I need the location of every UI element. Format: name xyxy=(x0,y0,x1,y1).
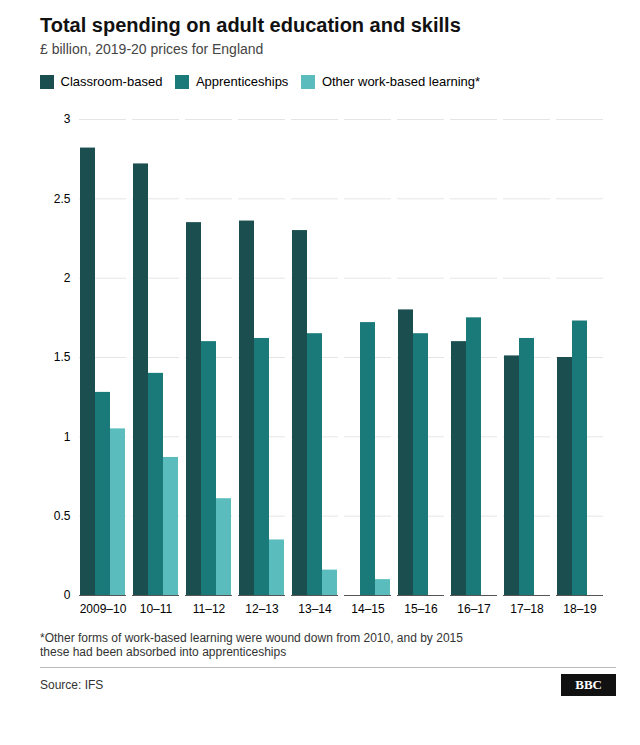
html-text:BBC: BBC xyxy=(575,676,602,692)
svg-text:2009–10: 2009–10 xyxy=(80,602,127,616)
html-text:Classroom-based: Classroom-based xyxy=(60,74,163,89)
svg-text:2: 2 xyxy=(64,271,71,285)
svg-text:0.5: 0.5 xyxy=(54,509,71,523)
svg-text:12–13: 12–13 xyxy=(245,602,279,616)
svg-text:16–17: 16–17 xyxy=(457,602,491,616)
svg-text:10–11: 10–11 xyxy=(140,602,173,616)
svg-text:3: 3 xyxy=(64,112,71,126)
svg-text:14–15: 14–15 xyxy=(351,602,385,616)
html-text:Apprenticeships: Apprenticeships xyxy=(195,74,289,89)
svg-text:17–18: 17–18 xyxy=(510,602,544,616)
svg-text:11–12: 11–12 xyxy=(193,602,226,616)
svg-text:2.5: 2.5 xyxy=(54,191,71,205)
html-text:Total spending on adult educat: Total spending on adult education and sk… xyxy=(40,14,461,36)
svg-text:15–16: 15–16 xyxy=(404,602,438,616)
svg-text:1: 1 xyxy=(64,429,71,443)
html-text:*Other forms of work-based lea: *Other forms of work-based learning were… xyxy=(40,630,463,659)
svg-text:18–19: 18–19 xyxy=(563,602,597,616)
svg-text:1.5: 1.5 xyxy=(54,350,71,364)
html-text:Other work-based learning*: Other work-based learning* xyxy=(321,74,481,89)
svg-text:0: 0 xyxy=(64,588,71,602)
html-text:£ billion, 2019-20 prices for: £ billion, 2019-20 prices for England xyxy=(40,41,264,57)
html-text:Source: IFS: Source: IFS xyxy=(40,677,104,692)
svg-text:13–14: 13–14 xyxy=(298,602,332,616)
